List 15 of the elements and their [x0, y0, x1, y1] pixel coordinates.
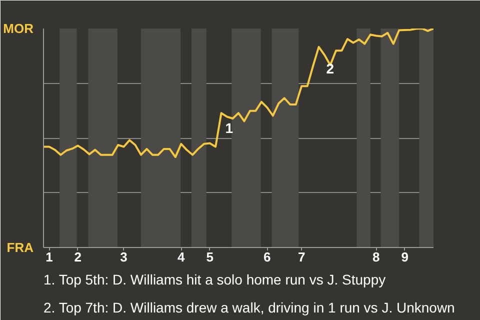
- annotation: 2: [326, 60, 334, 77]
- x-tick-label: 2: [74, 250, 82, 264]
- x-tick-label: 5: [206, 250, 214, 264]
- text: MOR: [3, 21, 34, 36]
- text: FRA: [6, 240, 34, 255]
- x-tick-label: 8: [372, 250, 380, 264]
- x-tick-label: 7: [298, 250, 306, 264]
- x-tick-label: 4: [178, 250, 186, 264]
- x-tick-label: 9: [401, 250, 408, 264]
- x-tick-label: 3: [120, 250, 128, 264]
- x-tick-label: 6: [264, 250, 271, 264]
- text: 1. Top 5th: D. Williams hit a solo home run vs J. Stuppy: [44, 272, 386, 288]
- text: 2. Top 7th: D. Williams drew a walk, driving in 1 run vs J. Unknown: [44, 300, 455, 316]
- x-tick-label: 1: [46, 250, 53, 264]
- annotation: 1: [225, 120, 234, 136]
